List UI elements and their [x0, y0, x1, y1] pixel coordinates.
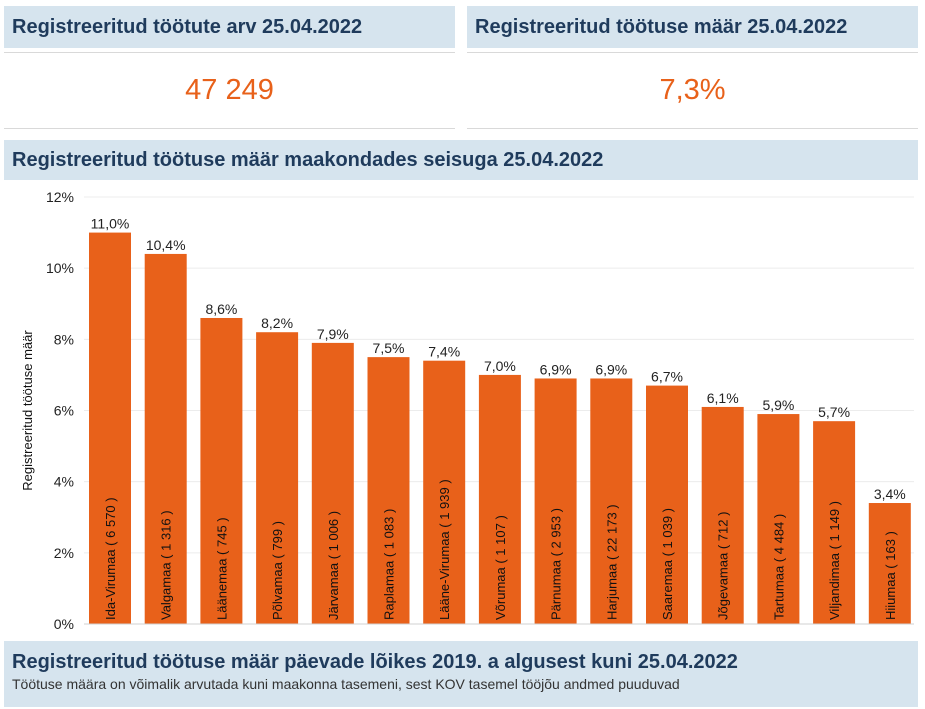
- y-tick-label: 6%: [54, 403, 74, 419]
- y-tick-label: 8%: [54, 331, 74, 347]
- y-tick-label: 2%: [54, 545, 74, 561]
- bar: [144, 253, 187, 624]
- kpi-rate-title: Registreeritud töötuse määr 25.04.2022: [467, 6, 918, 48]
- bar-value-label: 7,4%: [428, 344, 460, 360]
- bar-value-label: 8,6%: [205, 301, 237, 317]
- chart-title: Registreeritud töötuse määr maakondades …: [4, 140, 918, 180]
- y-tick-label: 4%: [54, 474, 74, 490]
- bar-value-label: 6,1%: [707, 390, 739, 406]
- bar-category-label: Tartumaa ( 4 484 ): [771, 514, 786, 620]
- bar: [478, 374, 521, 624]
- kpi-rate-card: 7,3%: [467, 52, 918, 129]
- bar: [534, 378, 577, 624]
- bar-category-label: Läänemaa ( 745 ): [214, 517, 229, 620]
- bar-value-label: 11,0%: [91, 216, 130, 232]
- bar: [701, 406, 744, 624]
- bar: [200, 317, 243, 624]
- bar-category-label: Saaremaa ( 1 039 ): [660, 508, 675, 620]
- bar: [757, 414, 800, 624]
- bar-value-label: 6,9%: [540, 361, 572, 377]
- bar-category-label: Viljandimaa ( 1 149 ): [827, 501, 842, 620]
- bar-value-label: 7,0%: [484, 358, 516, 374]
- bar: [311, 342, 354, 624]
- bar-value-label: 10,4%: [146, 237, 186, 253]
- bar-category-label: Pärnumaa ( 2 953 ): [549, 508, 564, 620]
- bar: [89, 232, 131, 625]
- bar-category-label: Järvamaa ( 1 006 ): [326, 511, 341, 620]
- bar-category-label: Raplamaa ( 1 083 ): [382, 509, 397, 620]
- bar: [868, 503, 911, 624]
- bar-value-label: 8,2%: [261, 315, 293, 331]
- bar-category-label: Lääne-Virumaa ( 1 939 ): [437, 479, 452, 620]
- bar: [423, 360, 466, 624]
- bar-value-label: 6,9%: [595, 361, 627, 377]
- bar: [256, 332, 299, 624]
- bar: [646, 385, 688, 624]
- bar-category-label: Jõgevamaa ( 712 ): [716, 512, 731, 620]
- bar: [590, 378, 633, 624]
- kpi-count-value: 47 249: [185, 74, 274, 106]
- y-tick-label: 12%: [46, 189, 74, 205]
- bar-category-label: Hiiumaa ( 163 ): [883, 531, 898, 620]
- bar-category-label: Põlvamaa ( 799 ): [270, 521, 285, 620]
- kpi-count-title: Registreeritud töötute arv 25.04.2022: [4, 6, 455, 48]
- daily-rate-title: Registreeritud töötuse määr päevade lõik…: [12, 651, 738, 673]
- bar-category-label: Harjumaa ( 22 173 ): [604, 504, 619, 620]
- kpi-count-card: 47 249: [4, 52, 455, 129]
- y-axis-label: Registreeritud töötuse määr: [20, 330, 35, 491]
- bar-category-label: Ida-Virumaa ( 6 570 ): [103, 497, 118, 620]
- bar-value-label: 6,7%: [651, 369, 683, 385]
- bar-value-label: 7,9%: [317, 326, 349, 342]
- bar-chart-svg: 0% 2% 4% 6% 8% 10% 12% Registreeritud töötuse m…: [20, 189, 914, 632]
- bar: [367, 357, 410, 624]
- y-tick-label: 10%: [46, 260, 74, 276]
- bar-category-label: Võrumaa ( 1 107 ): [493, 515, 508, 620]
- bar: [813, 421, 856, 624]
- y-tick-label: 0%: [54, 616, 74, 632]
- bar-value-label: 7,5%: [373, 340, 405, 356]
- daily-rate-panel: Registreeritud töötuse määr päevade lõik…: [4, 641, 918, 707]
- daily-rate-note: Töötuse määra on võimalik arvutada kuni …: [12, 676, 680, 692]
- bar-chart: 0% 2% 4% 6% 8% 10% 12% Registreeritud töötuse m…: [4, 182, 918, 636]
- kpi-rate-value: 7,3%: [659, 74, 726, 106]
- bar-category-label: Valgamaa ( 1 316 ): [159, 510, 174, 620]
- bar-value-label: 5,7%: [818, 404, 850, 420]
- bar-value-label: 3,4%: [874, 486, 906, 502]
- bar-value-label: 5,9%: [762, 397, 794, 413]
